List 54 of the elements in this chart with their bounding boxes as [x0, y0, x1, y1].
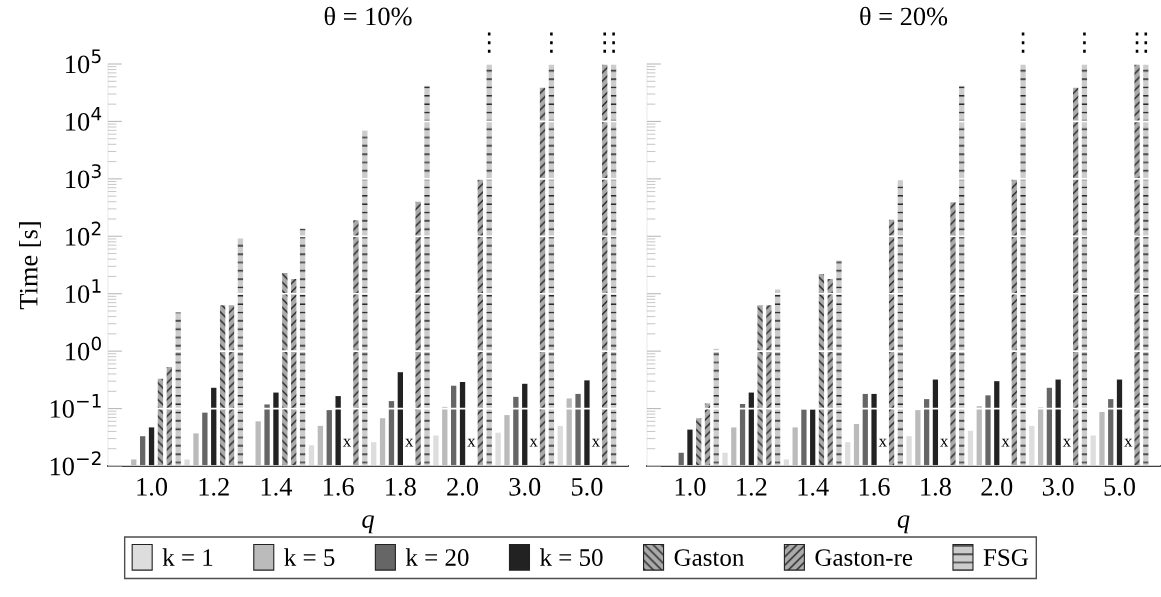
chart-title: θ = 20%	[860, 6, 948, 26]
data-label: ⋮	[487, 32, 491, 53]
y-axis-title: Time [s]	[19, 222, 41, 310]
x-tick-label: 1.2	[199, 477, 229, 496]
x-tick-label: 1.0	[675, 477, 706, 496]
text: x	[878, 438, 887, 447]
y-tick-label: 10$^{5}$	[66, 49, 101, 74]
x-tick-label: 2.0	[447, 477, 479, 496]
text: x	[1124, 438, 1133, 447]
x-tick-label: 5.0	[571, 477, 603, 496]
data-label: ⋮	[612, 32, 615, 53]
y-tick-label: 10$^{0}$	[66, 336, 101, 361]
x-tick-label: 3.0	[509, 477, 541, 496]
legend-label: k = 20	[405, 548, 469, 566]
x-tick-label: 1.4	[261, 478, 293, 496]
text: x	[591, 438, 600, 447]
data-label: ⋮	[603, 32, 606, 53]
x-tick-label: 2.0	[981, 477, 1013, 496]
x-tick-label: 1.2	[737, 477, 767, 496]
data-label: ⋮	[1083, 32, 1086, 53]
y-tick-label: 10$^{−2}$	[50, 451, 101, 476]
x-tick-label: 1.6	[323, 477, 354, 496]
data-label: ⋮	[550, 32, 553, 53]
text: x	[343, 438, 351, 447]
data-label: ⋮	[1021, 32, 1025, 53]
y-tick-label: 10$^{2}$	[66, 221, 101, 246]
legend-label: k = 5	[284, 548, 335, 566]
legend-label: Gaston	[674, 549, 745, 566]
data-label: ⋮	[1135, 32, 1139, 53]
x-tick-label: 5.0	[1104, 477, 1135, 496]
x-tick-label: 1.6	[859, 477, 890, 496]
legend-label: k = 50	[539, 548, 603, 566]
text: x	[405, 438, 414, 447]
y-tick-label: 10$^{1}$	[66, 279, 101, 303]
chart-title: θ = 10%	[324, 6, 412, 26]
legend-label: FSG	[983, 549, 1029, 566]
y-tick-label: 10$^{3}$	[66, 164, 101, 189]
legend-label: Gaston-re	[815, 549, 913, 566]
data-label: ⋮	[1144, 32, 1148, 53]
text: x	[1001, 438, 1010, 447]
x-axis-title: q	[362, 515, 374, 534]
x-tick-label: 1.4	[798, 478, 829, 496]
x-axis-title: q	[897, 515, 910, 534]
x-tick-label: 1.8	[386, 477, 416, 496]
text: x	[940, 438, 949, 447]
x-tick-label: 3.0	[1042, 477, 1074, 496]
x-tick-label: 1.0	[137, 477, 168, 496]
text: x	[529, 438, 538, 447]
legend-label: k = 1	[162, 548, 213, 566]
text: x	[467, 438, 476, 447]
y-tick-label: 10$^{4}$	[66, 106, 102, 131]
y-tick-label: 10$^{−1}$	[50, 394, 101, 418]
text: x	[1062, 438, 1071, 447]
x-tick-label: 1.8	[921, 477, 951, 496]
